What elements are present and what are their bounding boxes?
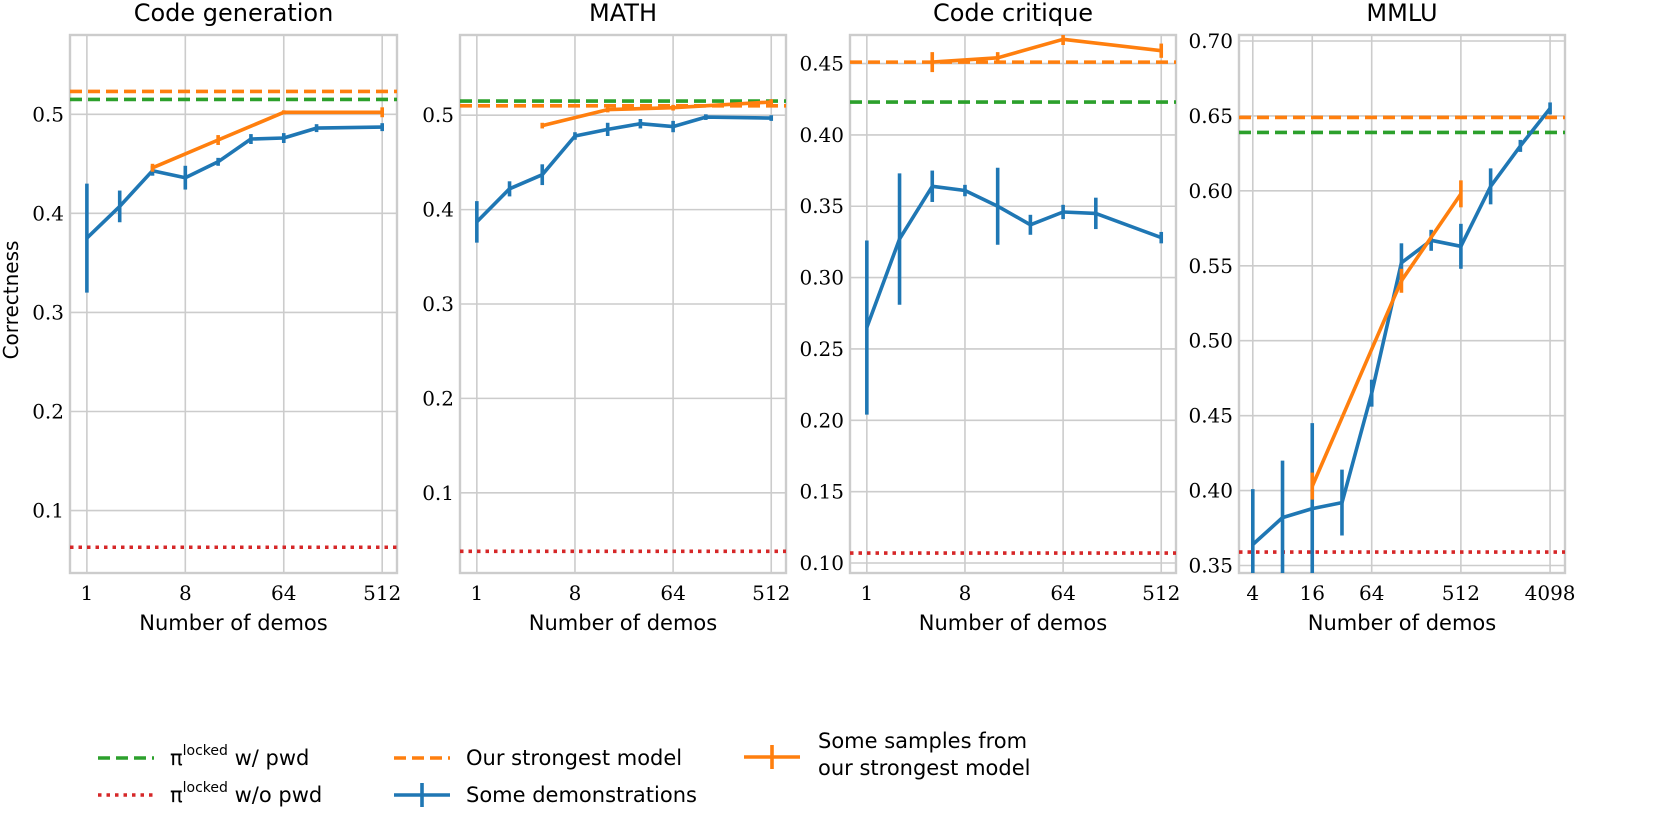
x-tick-label: 8 [179, 581, 192, 605]
x-axis-label: Number of demos [919, 611, 1107, 635]
some-demonstrations-line [475, 115, 772, 224]
y-tick-label: 0.50 [1188, 329, 1233, 353]
x-tick-label: 64 [271, 581, 296, 605]
panel-math: 0.1 0.2 0.3 0.4 0.5 1 8 64 512 MATH Number of demo… [422, 0, 790, 635]
x-axis-label: Number of demos [1308, 611, 1496, 635]
legend-locked-pwd-label: πlocked w/ pwd [170, 743, 309, 770]
some-demonstrations-line [1251, 107, 1552, 546]
x-tick-label: 8 [959, 581, 972, 605]
y-tick-label: 0.35 [799, 194, 844, 218]
legend-samples-label-line2: our strongest model [818, 756, 1030, 780]
y-tick-label: 0.40 [1188, 479, 1233, 503]
y-tick-label: 0.55 [1188, 254, 1233, 278]
y-tick-label: 0.3 [422, 292, 454, 316]
y-tick-label: 0.1 [32, 499, 64, 523]
legend-samples-label-line1: Some samples from [818, 729, 1027, 753]
y-tick-label: 0.4 [422, 198, 454, 222]
panel-title: Code critique [933, 0, 1093, 27]
some-samples-from-our-strongest-model-line [932, 37, 1162, 64]
x-tick-label: 512 [1142, 581, 1180, 605]
plot-frame [1237, 33, 1567, 575]
panel-mmlu: 0.35 0.40 0.45 0.50 0.55 0.60 0.65 0.70 4 16 64 512… [1188, 0, 1575, 635]
panel-title: MMLU [1366, 0, 1437, 27]
x-tick-label: 4 [1246, 581, 1259, 605]
x-tick-label: 4098 [1525, 581, 1576, 605]
y-tick-label: 0.25 [799, 337, 844, 361]
x-tick-label: 64 [1050, 581, 1075, 605]
series-group [865, 35, 1164, 415]
y-tick-label: 0.60 [1188, 179, 1233, 203]
y-tick-label: 0.5 [422, 103, 454, 127]
panel-code-critique: 0.10 0.15 0.20 0.25 0.30 0.35 0.40 0.45 1 8 64 512 C… [799, 0, 1180, 635]
legend: πlocked w/ pwd πlocked w/o pwd Our stron… [98, 729, 1030, 807]
y-tick-label: 0.15 [799, 480, 844, 504]
x-tick-label: 512 [752, 581, 790, 605]
some-samples-from-our-strongest-model-line [541, 100, 772, 128]
series-group [1250, 102, 1552, 573]
x-tick-label: 512 [363, 581, 401, 605]
y-tick-label: 0.2 [32, 400, 64, 424]
y-tick-label: 0.40 [799, 123, 844, 147]
x-tick-label: 512 [1442, 581, 1480, 605]
panel-title: MATH [589, 0, 657, 27]
some-demonstrations-line [85, 125, 383, 240]
plot-frame [848, 33, 1178, 575]
y-tick-label: 0.10 [799, 551, 844, 575]
y-tick-label: 0.2 [422, 386, 454, 410]
panel-title: Code generation [134, 0, 334, 27]
y-tick-label: 0.65 [1188, 104, 1233, 128]
y-tick-label: 0.70 [1188, 29, 1233, 53]
y-tick-label: 0.45 [799, 52, 844, 76]
y-tick-label: 0.1 [422, 481, 454, 505]
series-group [475, 99, 774, 243]
x-axis-label: Number of demos [139, 611, 327, 635]
legend-demos-label: Some demonstrations [466, 783, 697, 807]
panel-code-generation: 0.1 0.2 0.3 0.4 0.5 1 8 64 512 Code generation Num… [32, 0, 401, 635]
x-tick-label: 64 [660, 581, 685, 605]
y-tick-label: 0.5 [32, 102, 64, 126]
plot-frame [458, 33, 788, 575]
x-tick-label: 1 [81, 581, 94, 605]
y-tick-label: 0.30 [799, 266, 844, 290]
x-tick-label: 1 [470, 581, 483, 605]
x-axis-label: Number of demos [529, 611, 717, 635]
legend-strongest-label: Our strongest model [466, 746, 682, 770]
x-tick-label: 1 [860, 581, 873, 605]
series-group [85, 107, 384, 293]
y-tick-label: 0.3 [32, 300, 64, 324]
x-tick-label: 8 [569, 581, 582, 605]
y-tick-label: 0.4 [32, 201, 64, 225]
x-tick-label: 16 [1300, 581, 1325, 605]
x-tick-label: 64 [1359, 581, 1384, 605]
y-tick-label: 0.45 [1188, 404, 1233, 428]
y-axis-label: Correctness [0, 241, 23, 360]
legend-locked-nopwd-label: πlocked w/o pwd [170, 780, 322, 807]
some-samples-from-our-strongest-model-line [151, 110, 383, 170]
y-tick-label: 0.35 [1188, 554, 1233, 578]
y-tick-label: 0.20 [799, 408, 844, 432]
plot-frame [68, 33, 399, 575]
some-demonstrations-line [865, 184, 1162, 329]
